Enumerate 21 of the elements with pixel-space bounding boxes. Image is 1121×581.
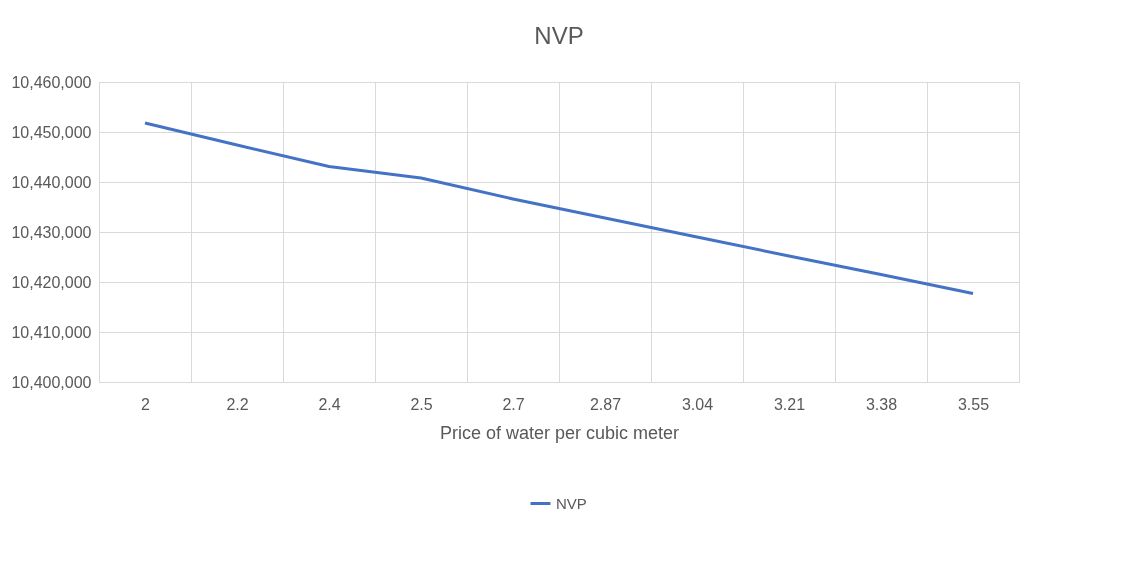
line-series <box>143 121 975 295</box>
x-tick-label: 3.21 <box>773 395 806 413</box>
x-tick-label: 2.7 <box>502 395 525 413</box>
x-tick-label: 2 <box>141 395 151 413</box>
y-tick-label: 10,450,000 <box>11 123 92 141</box>
chart-title: NVP <box>534 22 584 49</box>
x-tick-label: 2.2 <box>226 395 249 413</box>
y-tick-label: 10,430,000 <box>11 223 92 241</box>
x-axis-title: Price of water per cubic meter <box>439 422 680 443</box>
x-tick-label: 3.55 <box>957 395 990 413</box>
y-tick-label: 10,410,000 <box>11 323 92 341</box>
x-tick-label: 3.38 <box>865 395 898 413</box>
y-tick-label: 10,400,000 <box>11 373 92 391</box>
y-tick-label: 10,440,000 <box>11 173 92 191</box>
x-tick-label: 3.04 <box>681 395 714 413</box>
legend-label: NVP <box>556 494 587 512</box>
x-tick-label: 2.4 <box>318 395 341 413</box>
x-tick-label: 2.87 <box>589 395 622 413</box>
y-tick-label: 10,420,000 <box>11 273 92 291</box>
x-tick-label: 2.5 <box>410 395 433 413</box>
y-tick-label: 10,460,000 <box>11 73 92 91</box>
